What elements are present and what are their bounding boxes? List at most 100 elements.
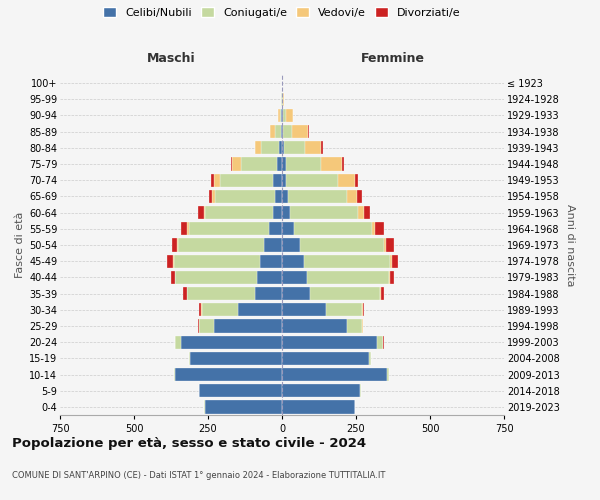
Bar (282, 141, 284, 154)
Bar (370, 352, 371, 365)
Bar (167, 254, 173, 268)
Bar (215, 190, 275, 203)
Bar (211, 174, 214, 187)
Bar (282, 125, 283, 138)
Bar (197, 320, 199, 332)
Bar (282, 206, 290, 220)
Bar (284, 141, 305, 154)
Bar (286, 174, 338, 187)
Bar (277, 158, 282, 170)
Bar (347, 320, 362, 332)
Bar (386, 238, 394, 252)
Bar (177, 238, 178, 252)
Bar (282, 270, 307, 284)
Legend: Celibi/Nubili, Coniugati/e, Vedovi/e, Divorziati/e: Celibi/Nubili, Coniugati/e, Vedovi/e, Di… (99, 2, 465, 22)
Bar (189, 352, 190, 365)
Y-axis label: Anni di nascita: Anni di nascita (565, 204, 575, 286)
Bar (283, 109, 286, 122)
Bar (282, 336, 377, 349)
Bar (342, 158, 344, 170)
Bar (181, 222, 187, 235)
Bar (282, 254, 304, 268)
Bar (392, 254, 398, 268)
Bar (280, 109, 281, 122)
Bar (175, 336, 181, 349)
Bar (273, 206, 282, 220)
Bar (275, 190, 282, 203)
Bar (364, 206, 370, 220)
Bar (175, 368, 282, 381)
Text: Popolazione per età, sesso e stato civile - 2024: Popolazione per età, sesso e stato civil… (12, 437, 366, 450)
Bar (322, 141, 323, 154)
Y-axis label: Fasce di età: Fasce di età (14, 212, 25, 278)
Bar (171, 270, 175, 284)
Bar (305, 141, 322, 154)
Bar (375, 222, 383, 235)
Bar (358, 190, 362, 203)
Bar (220, 174, 273, 187)
Bar (282, 368, 387, 381)
Bar (214, 174, 220, 187)
Bar (294, 222, 372, 235)
Bar (282, 384, 361, 398)
Bar (387, 368, 389, 381)
Bar (178, 238, 264, 252)
Bar (282, 352, 370, 365)
Bar (199, 320, 214, 332)
Bar (292, 125, 308, 138)
Bar (288, 190, 347, 203)
Bar (264, 238, 282, 252)
Bar (389, 270, 390, 284)
Bar (362, 320, 364, 332)
Bar (205, 206, 273, 220)
Bar (275, 125, 281, 138)
Bar (241, 158, 277, 170)
Bar (273, 174, 282, 187)
Bar (187, 287, 256, 300)
Bar (175, 270, 257, 284)
Bar (347, 190, 358, 203)
Bar (283, 92, 284, 106)
Bar (232, 158, 241, 170)
Bar (261, 141, 279, 154)
Bar (190, 352, 282, 365)
Bar (282, 158, 286, 170)
Bar (372, 222, 375, 235)
Bar (269, 222, 282, 235)
Bar (214, 320, 282, 332)
Bar (278, 109, 280, 122)
Bar (358, 206, 364, 220)
Bar (238, 303, 282, 316)
Bar (279, 141, 282, 154)
Bar (362, 303, 364, 316)
Bar (187, 222, 189, 235)
Bar (174, 254, 260, 268)
Bar (172, 238, 177, 252)
Bar (257, 270, 282, 284)
Bar (189, 222, 269, 235)
Bar (231, 158, 232, 170)
Bar (282, 222, 294, 235)
Bar (256, 287, 282, 300)
Bar (205, 400, 282, 413)
Bar (390, 270, 394, 284)
Bar (199, 384, 282, 398)
Bar (203, 206, 205, 220)
Bar (198, 206, 203, 220)
Bar (355, 174, 358, 187)
Bar (300, 238, 384, 252)
Bar (256, 141, 261, 154)
Bar (380, 287, 383, 300)
Bar (390, 254, 392, 268)
Bar (183, 287, 187, 300)
Bar (304, 254, 390, 268)
Bar (271, 125, 275, 138)
Bar (321, 158, 342, 170)
Text: Maschi: Maschi (146, 52, 196, 66)
Bar (202, 303, 238, 316)
Bar (338, 174, 355, 187)
Bar (282, 400, 355, 413)
Bar (282, 238, 300, 252)
Bar (181, 336, 282, 349)
Bar (260, 254, 282, 268)
